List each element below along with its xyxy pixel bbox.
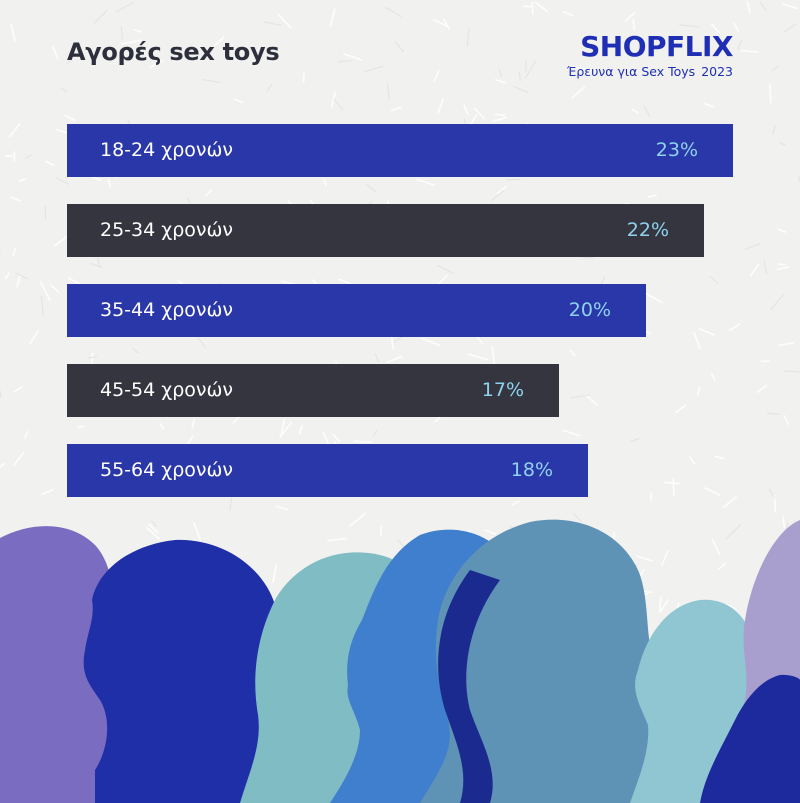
bar-label: 55-64 χρονών <box>100 459 234 481</box>
bar: 18-24 χρονών 23% <box>67 124 733 177</box>
page-title: Αγορές sex toys <box>67 38 280 66</box>
brand-subtitle: Έρευνα για Sex Toys 2023 <box>567 64 733 80</box>
brand-block: SHOPFLIX Έρευνα για Sex Toys 2023 <box>567 30 733 80</box>
bar-value-label: 17% <box>481 379 524 401</box>
shopflix-logo: SHOPFLIX <box>580 30 733 63</box>
age-group-bar-chart: 18-24 χρονών 23% 25-34 χρονών 22% 35-44 χρον… <box>67 124 733 497</box>
bar: 45-54 χρονών 17% <box>67 364 559 417</box>
bar: 55-64 χρονών 18% <box>67 444 588 497</box>
bar-value-label: 22% <box>626 219 669 241</box>
silhouette-ponytail <box>438 570 500 803</box>
bar: 25-34 χρονών 22% <box>67 204 704 257</box>
silhouette-darkblue-woman <box>83 539 310 803</box>
people-silhouettes-illustration <box>0 519 800 803</box>
bar: 35-44 χρονών 20% <box>67 284 646 337</box>
bar-label: 45-54 χρονών <box>100 379 234 401</box>
bar-value-label: 20% <box>568 299 611 321</box>
bar-label: 35-44 χρονών <box>100 299 234 321</box>
bar-label: 25-34 χρονών <box>100 219 234 241</box>
silhouette-darkblue-right <box>700 674 800 803</box>
survey-year: 2023 <box>701 64 733 79</box>
bar-value-label: 23% <box>655 139 698 161</box>
bar-label: 18-24 χρονών <box>100 139 234 161</box>
survey-title: Έρευνα για Sex Toys <box>567 64 696 79</box>
bar-value-label: 18% <box>510 459 553 481</box>
